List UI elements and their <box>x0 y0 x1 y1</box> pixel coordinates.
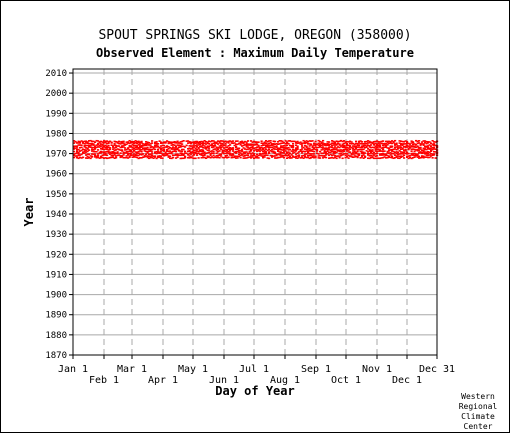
credit-line: Western <box>461 392 495 401</box>
chart-subtitle: Observed Element : Maximum Daily Tempera… <box>96 46 414 60</box>
x-tick-label: Mar 1 <box>117 364 147 375</box>
y-tick-label: 2000 <box>45 89 67 99</box>
y-tick-label: 1920 <box>45 250 67 260</box>
y-tick-label: 1980 <box>45 129 67 139</box>
x-tick-label: May 1 <box>178 364 208 375</box>
x-tick-label: Feb 1 <box>89 375 119 386</box>
y-tick-label: 1950 <box>45 190 67 200</box>
y-tick-label: 1940 <box>45 210 67 220</box>
chart-title: SPOUT SPRINGS SKI LODGE, OREGON (358000) <box>98 28 411 43</box>
x-tick-label: Nov 1 <box>362 364 392 375</box>
x-tick-label: Apr 1 <box>148 375 178 386</box>
x-tick-label: Jul 1 <box>239 364 269 375</box>
y-tick-label: 1930 <box>45 230 67 240</box>
credit-line: Climate <box>461 412 495 421</box>
y-tick-label: 1970 <box>45 150 67 160</box>
credit-line: Center <box>464 422 493 431</box>
y-tick-label: 1990 <box>45 109 67 119</box>
y-tick-label: 1870 <box>45 351 67 361</box>
y-tick-label: 1900 <box>45 291 67 301</box>
x-tick-label: Aug 1 <box>270 375 300 386</box>
y-tick-label: 1960 <box>45 170 67 180</box>
y-tick-label: 2010 <box>45 69 67 79</box>
x-tick-label: Dec 31 <box>419 364 455 375</box>
plot-border <box>72 68 438 356</box>
x-tick-label: Jan 1 <box>58 364 88 375</box>
x-tick-label: Dec 1 <box>392 375 422 386</box>
x-axis-label: Day of Year <box>215 384 294 398</box>
y-tick-label: 1890 <box>45 311 67 321</box>
series-observations <box>73 139 439 160</box>
y-tick-label: 1910 <box>45 270 67 280</box>
x-tick-label: Jun 1 <box>209 375 239 386</box>
x-tick-label: Oct 1 <box>331 375 361 386</box>
x-tick-label: Sep 1 <box>301 364 331 375</box>
y-axis-label: Year <box>22 198 36 227</box>
y-tick-label: 1880 <box>45 331 67 341</box>
credit-line: Regional <box>459 402 498 411</box>
